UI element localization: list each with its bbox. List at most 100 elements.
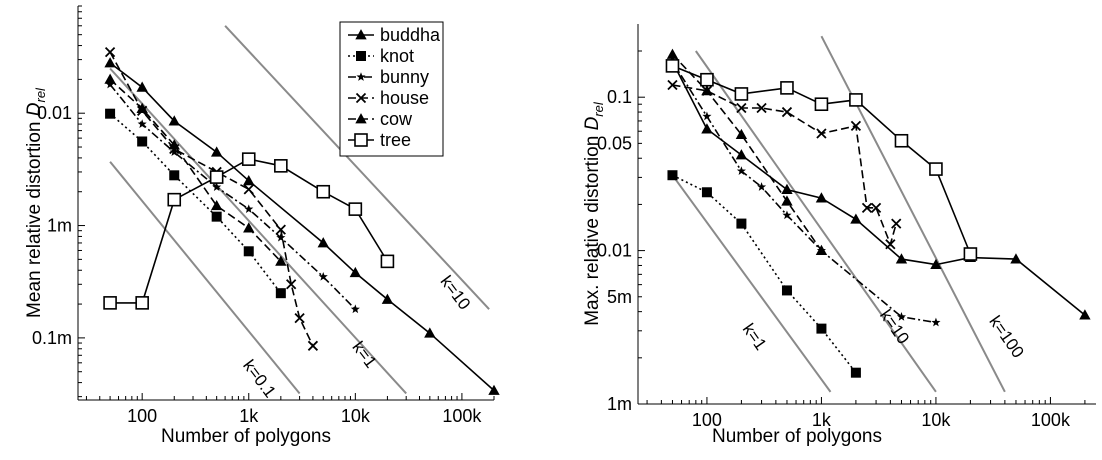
x-tick-label: 10k: [921, 410, 951, 430]
legend-item-house: house: [348, 88, 429, 108]
x-tick-label: 100: [127, 406, 157, 426]
data-point: [243, 184, 254, 195]
series-cow: [666, 48, 828, 255]
x-axis-label: Number of polygons: [712, 426, 882, 447]
data-point: [286, 279, 297, 290]
series-knot: [105, 108, 286, 299]
legend-label: knot: [380, 46, 414, 66]
data-point: [317, 237, 329, 248]
legend-item-cow: cow: [348, 109, 413, 129]
data-point: [137, 119, 147, 128]
data-point: [1010, 253, 1022, 264]
reference-line-label: k=100: [985, 312, 1027, 361]
data-point: [701, 85, 713, 96]
data-point: [782, 210, 792, 220]
reference-line: [109, 161, 301, 395]
data-point: [781, 195, 793, 206]
legend-label: cow: [380, 109, 413, 129]
data-point: [667, 170, 678, 181]
data-point: [381, 293, 394, 304]
data-point: [169, 147, 179, 157]
data-point: [104, 73, 116, 84]
series-tree: [103, 152, 395, 310]
data-point: [700, 72, 714, 87]
data-point: [781, 285, 792, 296]
data-point: [736, 102, 747, 114]
legend-marker: [355, 113, 367, 124]
data-point: [816, 323, 827, 334]
data-point: [735, 128, 748, 140]
data-point: [105, 108, 116, 119]
data-point: [211, 211, 222, 222]
data-point: [1079, 309, 1091, 320]
data-point: [243, 222, 255, 233]
data-point: [168, 139, 180, 150]
reference-line: [671, 174, 832, 393]
data-point: [734, 87, 749, 101]
legend-marker: [355, 29, 367, 40]
data-point: [896, 312, 907, 321]
reference-line-label: k=10: [437, 272, 475, 313]
y-axis-label-sub: rel: [591, 101, 606, 117]
reference-line-label: k=1: [739, 320, 771, 354]
legend-item-buddha: buddha: [348, 25, 441, 45]
y-tick-label: 0.1m: [32, 328, 72, 348]
data-point: [931, 317, 941, 327]
data-point: [736, 166, 746, 175]
data-point: [816, 128, 827, 139]
series-line: [671, 61, 1086, 316]
data-point: [666, 48, 679, 59]
data-point: [168, 115, 180, 126]
y-axis-label: Mean relative distortion Drel: [24, 87, 48, 318]
y-tick-label: 0.01: [37, 103, 72, 123]
data-point: [169, 170, 180, 181]
data-point: [815, 192, 828, 203]
series-knot: [667, 170, 861, 378]
legend-label: tree: [380, 130, 411, 150]
data-point: [667, 79, 678, 91]
y-tick-label: 5m: [607, 287, 632, 307]
data-point: [210, 199, 223, 211]
legend-marker: [356, 72, 366, 81]
y-axis-label-var: D: [24, 102, 45, 116]
data-point: [167, 192, 182, 207]
legend-marker: [355, 92, 367, 104]
data-point: [702, 111, 712, 121]
data-point: [736, 218, 747, 229]
series-line: [671, 53, 823, 252]
series-cow: [104, 73, 287, 266]
y-axis-label-text: Mean relative distortion: [24, 116, 45, 318]
legend-item-knot: knot: [348, 46, 414, 66]
series-bunny: [105, 79, 360, 314]
data-point: [735, 149, 748, 160]
data-point: [241, 152, 256, 166]
chart-panel-1: 100 1k 10k 100k 0.1m 1m 0.01 Number of polygons…: [24, 5, 500, 447]
data-point: [348, 202, 363, 216]
data-point: [275, 255, 287, 266]
data-point: [349, 266, 362, 278]
legend-item-bunny: bunny: [348, 67, 429, 87]
reference-line: [109, 67, 407, 395]
data-point: [103, 296, 117, 310]
data-point: [316, 184, 331, 199]
data-point: [781, 183, 793, 194]
data-point: [701, 123, 713, 134]
y-axis-label-var: D: [582, 116, 603, 130]
series-house: [667, 79, 902, 250]
x-tick-label: 1k: [812, 410, 832, 430]
data-point: [212, 182, 222, 191]
x-tick-label: 100k: [1031, 410, 1071, 430]
x-tick-label: 1k: [239, 406, 259, 426]
x-axis-label: Number of polygons: [161, 426, 331, 447]
series-buddha: [104, 57, 500, 395]
data-point: [136, 81, 148, 92]
data-point: [136, 102, 148, 113]
data-point: [318, 271, 328, 281]
data-point: [895, 253, 908, 264]
series-line: [109, 113, 282, 294]
data-point: [307, 340, 319, 351]
data-point: [870, 202, 882, 213]
data-point: [861, 202, 873, 213]
